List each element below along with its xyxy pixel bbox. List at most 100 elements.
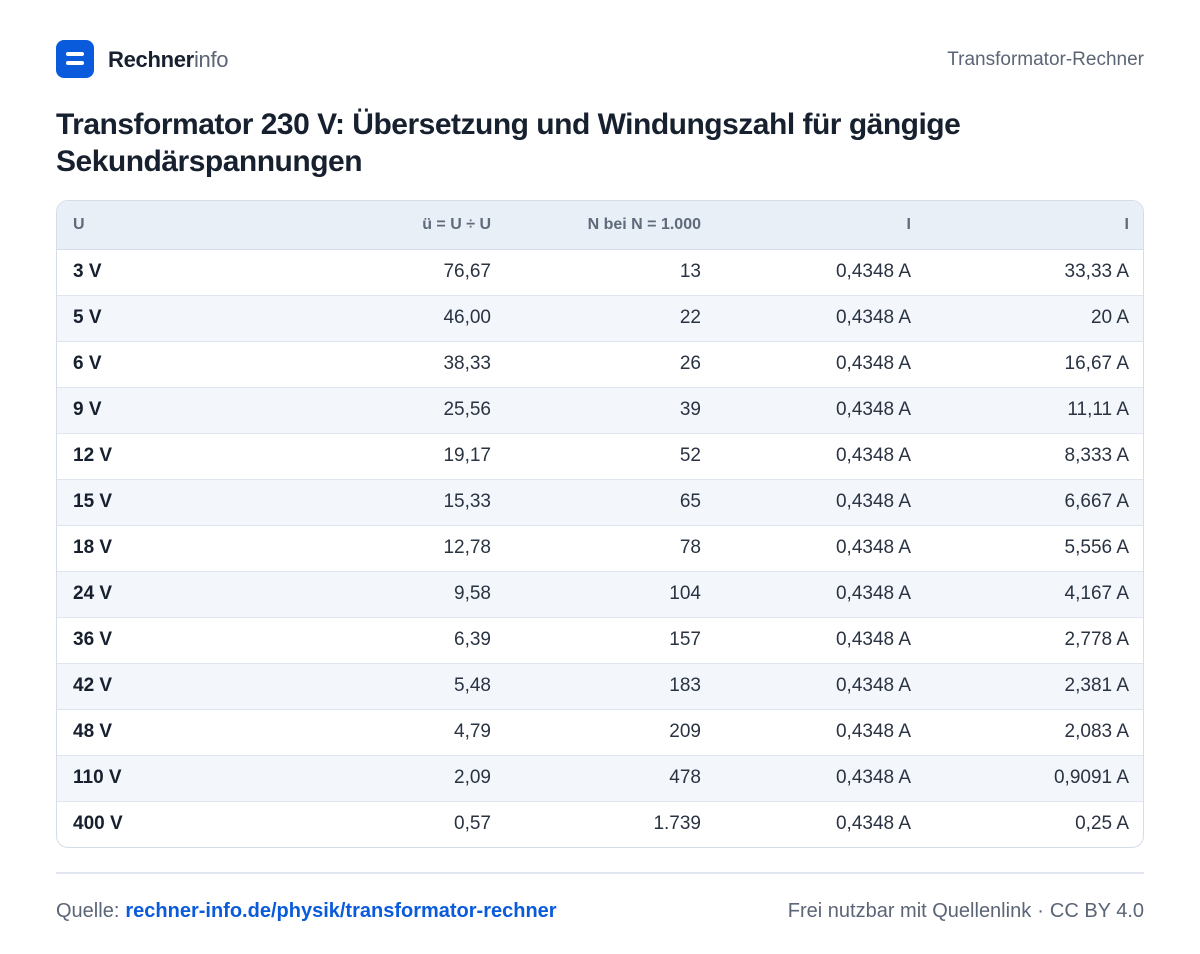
cell-primary-current: 0,4348 A: [835, 445, 911, 466]
cell-ratio: 0,57: [454, 813, 491, 835]
cell-ratio: 9,58: [454, 583, 491, 604]
table-row: 42 V 5,48 183 0,4348 A 2,381 A: [57, 663, 1143, 709]
cell-voltage: 9 V: [73, 399, 102, 420]
footer: Quelle: rechner-info.de/physik/transforma…: [56, 898, 1144, 924]
cell-primary-current: 0,4348 A: [835, 399, 911, 420]
cell-ratio: 76,67: [443, 261, 491, 282]
column-header-turns: N bei N = 1.000: [507, 201, 717, 250]
cell-secondary-current: 11,11 A: [1067, 399, 1129, 420]
cell-secondary-current: 2,381 A: [1064, 675, 1129, 696]
cell-voltage: 36 V: [73, 629, 113, 650]
cell-turns: 13: [679, 261, 701, 282]
license-separator: ·: [1037, 900, 1044, 922]
cell-primary-current: 0,4348 A: [835, 583, 911, 604]
column-header-primary-current: I: [717, 201, 927, 250]
cell-voltage: 12 V: [73, 445, 113, 466]
table-row: 12 V 19,17 52 0,4348 A 8,333 A: [57, 433, 1143, 479]
header: Rechnerinfo Transformator-Rechner: [56, 40, 1144, 78]
cell-primary-current: 0,4348 A: [835, 813, 911, 835]
brand-name-light: info: [193, 47, 229, 72]
cell-ratio: 4,79: [454, 721, 491, 742]
cell-ratio: 2,09: [454, 767, 491, 788]
table-row: 5 V 46,00 22 0,4348 A 20 A: [57, 295, 1143, 341]
table-row: 18 V 12,78 78 0,4348 A 5,556 A: [57, 525, 1143, 571]
cell-voltage: 42 V: [73, 675, 113, 696]
cell-secondary-current: 0,9091 A: [1053, 767, 1129, 788]
table-row: 15 V 15,33 65 0,4348 A 6,667 A: [57, 479, 1143, 525]
data-table-container: U ü = U ÷ U N bei N = 1.000 I I 3 V 76,67…: [56, 200, 1144, 848]
cell-turns: 39: [679, 399, 701, 420]
cell-turns: 104: [669, 583, 701, 604]
source-label: Quelle:: [56, 900, 120, 922]
cell-primary-current: 0,4348 A: [835, 675, 911, 696]
cell-turns: 183: [669, 675, 701, 696]
cell-ratio: 38,33: [443, 353, 491, 374]
column-header-ratio: ü = U ÷ U: [307, 201, 507, 250]
cell-secondary-current: 4,167 A: [1064, 583, 1129, 604]
cell-secondary-current: 20 A: [1090, 307, 1129, 328]
cell-ratio: 46,00: [443, 307, 491, 328]
footer-divider: [56, 872, 1144, 874]
cell-ratio: 12,78: [443, 537, 491, 558]
cell-primary-current: 0,4348 A: [835, 537, 911, 558]
source-link[interactable]: rechner-info.de/physik/transformator-rec…: [125, 900, 557, 922]
logo-bar-bottom: [66, 61, 84, 65]
cell-primary-current: 0,4348 A: [835, 629, 911, 650]
license-info: Frei nutzbar mit Quellenlink · CC BY 4.0: [788, 898, 1144, 924]
cell-primary-current: 0,4348 A: [835, 491, 911, 512]
brand-name-strong: Rechner: [108, 47, 194, 72]
cell-voltage: 6 V: [73, 353, 102, 374]
cell-voltage: 18 V: [73, 537, 113, 558]
column-header-secondary-current: I: [927, 201, 1143, 250]
cell-secondary-current: 6,667 A: [1064, 491, 1129, 512]
cell-secondary-current: 2,083 A: [1064, 721, 1129, 742]
cell-voltage: 48 V: [73, 721, 113, 742]
cell-primary-current: 0,4348 A: [835, 353, 911, 374]
cell-ratio: 25,56: [443, 399, 491, 420]
table-row: 110 V 2,09 478 0,4348 A 0,9091 A: [57, 755, 1143, 801]
cell-turns: 1.739: [653, 813, 701, 835]
cell-voltage: 15 V: [73, 491, 113, 512]
table-row: 400 V 0,57 1.739 0,4348 A 0,25 A: [57, 801, 1143, 847]
page-title: Transformator 230 V: Übersetzung und Win…: [56, 108, 961, 178]
cell-turns: 478: [669, 767, 701, 788]
license-text: Frei nutzbar mit Quellenlink: [787, 900, 1032, 922]
cell-turns: 78: [679, 537, 701, 558]
brand-logo[interactable]: Rechnerinfo: [108, 47, 229, 73]
table-row: 24 V 9,58 104 0,4348 A 4,167 A: [57, 571, 1143, 617]
cell-voltage: 24 V: [73, 583, 113, 604]
cell-turns: 26: [679, 353, 701, 374]
cell-secondary-current: 0,25 A: [1075, 813, 1129, 835]
cell-turns: 209: [669, 721, 701, 742]
cell-secondary-current: 5,556 A: [1064, 537, 1129, 558]
cell-turns: 157: [669, 629, 701, 650]
table-row: 48 V 4,79 209 0,4348 A 2,083 A: [57, 709, 1143, 755]
page-name: Transformator-Rechner: [947, 49, 1144, 70]
cell-voltage: 3 V: [73, 261, 102, 282]
cell-ratio: 15,33: [443, 491, 491, 512]
table-row: 9 V 25,56 39 0,4348 A 11,11 A: [57, 387, 1143, 433]
cell-turns: 22: [679, 307, 701, 328]
cell-primary-current: 0,4348 A: [835, 307, 911, 328]
column-header-voltage: U: [57, 201, 307, 250]
table-row: 3 V 76,67 13 0,4348 A 33,33 A: [57, 249, 1143, 295]
logo-icon[interactable]: [56, 40, 94, 78]
cell-turns: 52: [679, 445, 701, 466]
logo-bar-top: [66, 52, 84, 56]
cell-secondary-current: 16,67 A: [1064, 353, 1129, 374]
cell-turns: 65: [679, 491, 701, 512]
table-header-row: U ü = U ÷ U N bei N = 1.000 I I: [57, 201, 1143, 250]
cell-primary-current: 0,4348 A: [835, 261, 911, 282]
cell-voltage: 110 V: [73, 767, 122, 788]
table-row: 6 V 38,33 26 0,4348 A 16,67 A: [57, 341, 1143, 387]
cell-ratio: 19,17: [443, 445, 491, 466]
table-row: 36 V 6,39 157 0,4348 A 2,778 A: [57, 617, 1143, 663]
cell-voltage: 400 V: [73, 813, 123, 835]
cell-secondary-current: 8,333 A: [1064, 445, 1129, 466]
cell-secondary-current: 2,778 A: [1064, 629, 1129, 650]
cell-ratio: 5,48: [454, 675, 491, 696]
cell-voltage: 5 V: [73, 307, 102, 328]
license-name: CC BY 4.0: [1049, 900, 1144, 922]
cell-primary-current: 0,4348 A: [835, 767, 911, 788]
data-table: U ü = U ÷ U N bei N = 1.000 I I 3 V 76,67…: [57, 201, 1143, 847]
